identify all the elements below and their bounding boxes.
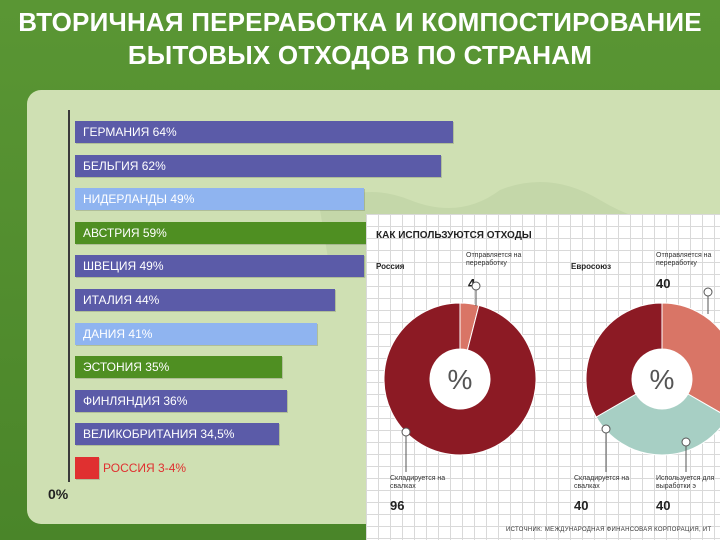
bar-6: ДАНИЯ 41%: [75, 322, 317, 345]
bar-4: ШВЕЦИЯ 49%: [75, 255, 365, 278]
callout-dot-3: [601, 424, 611, 434]
bar-label-9: ВЕЛИКОБРИТАНИЯ 34,5%: [83, 427, 235, 442]
inset-panel: КАК ИСПОЛЬЗУЮТСЯ ОТХОДЫ Россия Евросоюз …: [366, 214, 720, 540]
bar-label-5: ИТАЛИЯ 44%: [83, 293, 160, 307]
donut-0-hole: [430, 349, 490, 409]
russia-recycle-label: Отправляется на переработку: [466, 252, 522, 267]
bar-label-2: НИДЕРЛАНДЫ 49%: [83, 192, 195, 207]
y-axis-line: [68, 110, 70, 482]
region-label-eu: Евросоюз: [571, 262, 612, 271]
russia-landfill-value: 96: [390, 498, 405, 513]
inset-title: КАК ИСПОЛЬЗУЮТСЯ ОТХОДЫ: [376, 230, 532, 241]
bar-label-4: ШВЕЦИЯ 49%: [83, 259, 164, 274]
callout-dot-1: [401, 427, 411, 437]
title-line-1: ВТОРИЧНАЯ ПЕРЕРАБОТКА И КОМПОСТИРОВАНИЕ: [18, 7, 702, 37]
eu-energy-value: 40: [656, 498, 671, 513]
bar-label-1: БЕЛЬГИЯ 62%: [83, 158, 166, 173]
donut-charts: %%: [383, 281, 720, 472]
donut-1-center-label: %: [650, 364, 675, 395]
page-title: ВТОРИЧНАЯ ПЕРЕРАБОТКА И КОМПОСТИРОВАНИЕ …: [0, 6, 720, 72]
callout-dot-0: [471, 281, 481, 291]
region-label-russia: Россия: [376, 262, 405, 271]
eu-landfill-value: 40: [574, 498, 589, 513]
russia-recycle-value: 4: [468, 276, 476, 291]
bar-label-6: ДАНИЯ 41%: [83, 326, 153, 341]
bar-5: ИТАЛИЯ 44%: [75, 289, 335, 311]
title-line-2: БЫТОВЫХ ОТХОДОВ ПО СТРАНАМ: [127, 40, 593, 70]
bar-label-7: ЭСТОНИЯ 35%: [83, 360, 170, 375]
source-note: ИСТОЧНИК: МЕЖДУНАРОДНАЯ ФИНАНСОВАЯ КОРПО…: [506, 527, 712, 533]
bar-label-10: РОССИЯ 3-4%: [103, 461, 187, 475]
eu-recycle-value: 40: [656, 276, 671, 291]
russia-landfill-label: Складируется на свалках: [390, 475, 446, 490]
axis-zero-label: 0%: [48, 486, 69, 502]
callout-dot-2: [703, 287, 713, 297]
bar-7: ЭСТОНИЯ 35%: [75, 356, 282, 379]
bar-8: ФИНЛЯНДИЯ 36%: [75, 389, 288, 412]
donut-1-hole: [632, 349, 692, 409]
donut-0-center-label: %: [448, 364, 473, 395]
bar-3: АВСТРИЯ 59%: [75, 221, 424, 244]
bar-0: ГЕРМАНИЯ 64%: [75, 121, 453, 143]
bar-9: ВЕЛИКОБРИТАНИЯ 34,5%: [75, 423, 279, 446]
callout-dot-4: [681, 437, 691, 447]
donut-1-slice-2: [585, 302, 663, 418]
eu-recycle-label: Отправляется на переработку: [656, 252, 712, 267]
bar-1: БЕЛЬГИЯ 62%: [75, 154, 441, 177]
donut-1-slice-0: [661, 302, 720, 414]
eu-landfill-label: Складируется на свалках: [574, 475, 630, 490]
eu-energy-label: Используется для выработки э: [656, 475, 715, 490]
bar-label-0: ГЕРМАНИЯ 64%: [83, 125, 177, 139]
bar-label-8: ФИНЛЯНДИЯ 36%: [83, 393, 188, 408]
bar-10: РОССИЯ 3-4%: [75, 457, 186, 479]
bar-2: НИДЕРЛАНДЫ 49%: [75, 188, 365, 211]
bar-label-3: АВСТРИЯ 59%: [83, 225, 167, 240]
